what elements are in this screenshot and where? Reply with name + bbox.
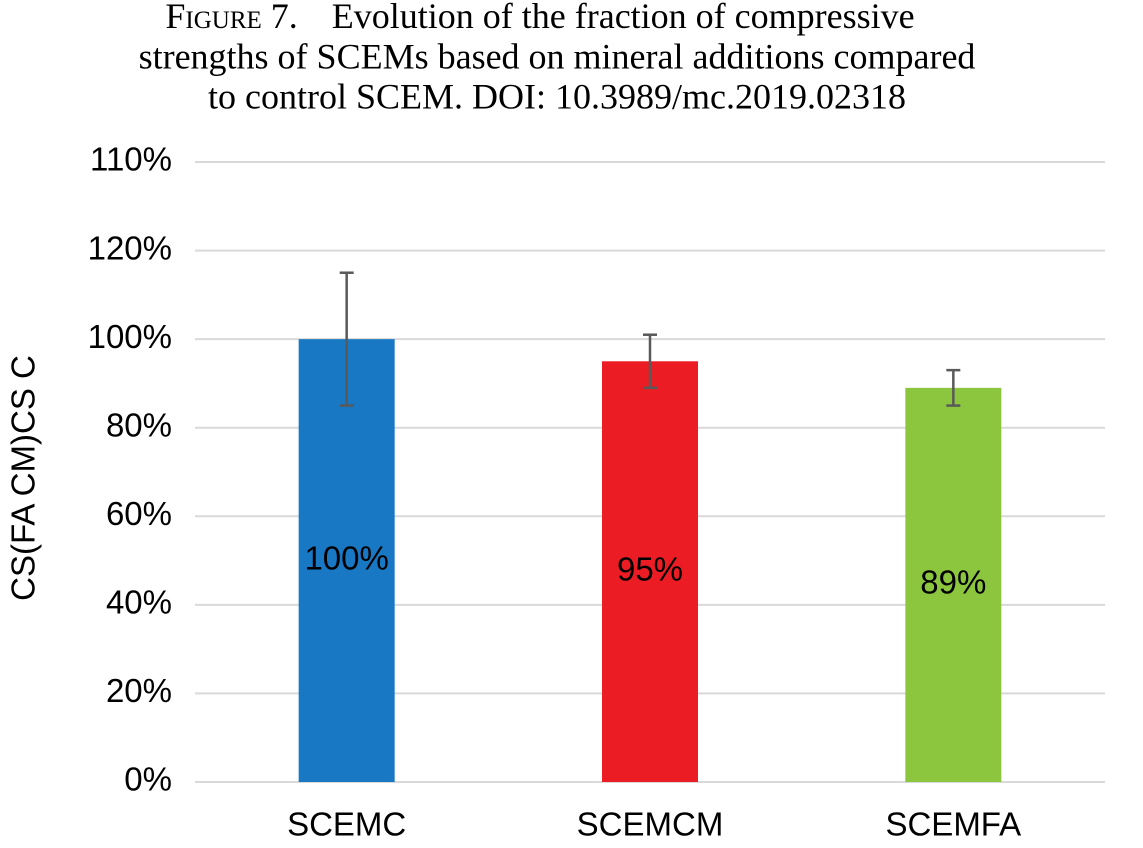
y-tick-label: 120% bbox=[88, 229, 172, 266]
y-tick-label: 80% bbox=[106, 406, 172, 443]
y-tick-label: 110% bbox=[90, 141, 172, 178]
bar bbox=[602, 361, 698, 782]
bar bbox=[905, 387, 1002, 782]
x-tick-label: SCEMC bbox=[287, 806, 406, 843]
bar bbox=[298, 339, 395, 782]
data-label: 89% bbox=[920, 564, 986, 601]
data-label: 100% bbox=[304, 539, 388, 576]
y-tick-label: 40% bbox=[106, 584, 172, 621]
y-axis-label: CS(FA CM)CS C bbox=[5, 355, 42, 601]
data-label: 95% bbox=[617, 550, 683, 587]
y-tick-label: 60% bbox=[106, 495, 172, 532]
x-tick-label: SCEMCM bbox=[577, 806, 724, 843]
title-line: Evolution of the fraction of compressive bbox=[332, 0, 915, 36]
x-tick-label: SCEMFA bbox=[885, 806, 1021, 843]
y-tick-label: 20% bbox=[106, 672, 172, 709]
figure-label: Figure 7. bbox=[165, 0, 297, 36]
title-line: to control SCEM. DOI: 10.3989/mc.2019.02… bbox=[208, 76, 906, 116]
chart-title: Figure 7. Evolution of the fraction of co… bbox=[165, 0, 914, 36]
y-tick-label: 100% bbox=[88, 318, 172, 355]
title-line: strengths of SCEMs based on mineral addi… bbox=[139, 36, 976, 76]
y-tick-label: 0% bbox=[124, 761, 172, 798]
